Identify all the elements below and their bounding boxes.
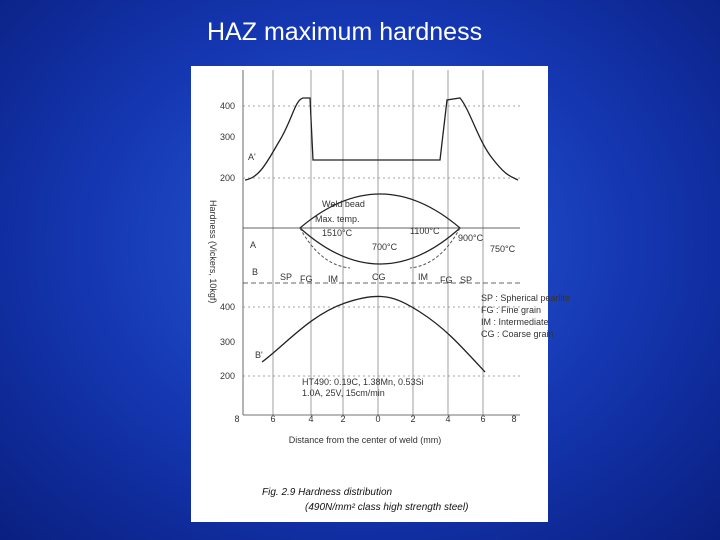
temp-label: 1510°C <box>322 228 353 238</box>
max-temp-label: Max. temp. <box>315 214 360 224</box>
upper-curve <box>244 97 519 181</box>
x-tick-label: 2 <box>410 414 415 424</box>
zone-label: IM <box>418 272 428 282</box>
y-tick-label: 300 <box>220 132 235 142</box>
temp-label: 700°C <box>372 242 398 252</box>
line-label: B' <box>255 350 263 360</box>
zone-label: CG <box>372 272 386 282</box>
x-tick-label: 8 <box>511 414 516 424</box>
x-tick-label: 6 <box>480 414 485 424</box>
zone-label: IM <box>328 274 338 284</box>
temp-label: 750°C <box>490 244 516 254</box>
caption: Fig. 2.9 Hardness distribution <box>262 487 393 498</box>
x-tick-label: 4 <box>308 414 313 424</box>
zone-label: SP <box>460 275 472 285</box>
temp-label: 1100°C <box>410 226 440 236</box>
y-tick-label: 300 <box>220 337 235 347</box>
zone-label: FG <box>440 275 453 285</box>
lower-curve <box>261 295 486 373</box>
zone-label: SP <box>280 272 292 282</box>
x-tick-label: 2 <box>340 414 345 424</box>
line-label: A <box>250 240 256 250</box>
legend-item: SP : Spherical pearlite <box>481 293 570 303</box>
figure-panel <box>191 66 548 522</box>
steel-note: HT490: 0.19C, 1.38Mn, 0.53Si <box>302 377 424 387</box>
x-tick-label: 6 <box>270 414 275 424</box>
zone-label: FG <box>300 274 313 284</box>
haz-boundary <box>299 227 461 269</box>
legend-item: CG : Coarse grain <box>481 329 554 339</box>
line-label: A' <box>248 152 256 162</box>
caption: (490N/mm² class high strength steel) <box>305 502 468 513</box>
line-label: B <box>252 267 258 277</box>
steel-note: 1.0A, 25V, 15cm/min <box>302 388 385 398</box>
y-tick-label: 200 <box>220 173 235 183</box>
slide-title: HAZ maximum hardness <box>207 18 483 46</box>
y-tick-label: 400 <box>220 101 235 111</box>
weld-bead-label: Weld bead <box>322 199 365 209</box>
x-tick-label: 4 <box>445 414 450 424</box>
legend-item: FG : Fine grain <box>481 305 541 315</box>
x-axis-label: Distance from the center of weld (mm) <box>289 435 442 445</box>
grid <box>242 70 520 416</box>
y-tick-label: 400 <box>220 302 235 312</box>
legend-item: IM : Intermediate <box>481 317 549 327</box>
x-tick-label: 0 <box>375 414 380 424</box>
y-axis-label: Hardness (Vickers, 10kgf) <box>208 200 218 303</box>
y-tick-label: 200 <box>220 371 235 381</box>
temp-label: 900°C <box>458 233 484 243</box>
x-tick-label: 8 <box>234 414 239 424</box>
